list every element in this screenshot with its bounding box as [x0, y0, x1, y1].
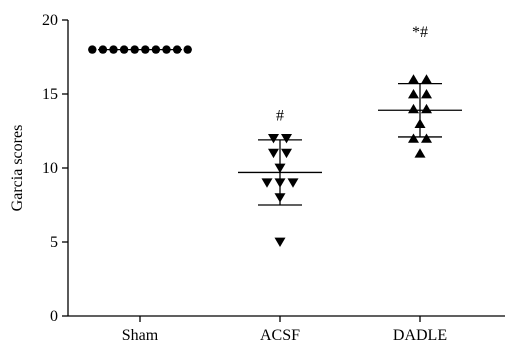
data-point — [274, 237, 286, 247]
data-point — [183, 45, 192, 54]
data-point — [421, 103, 432, 114]
data-point — [151, 45, 161, 54]
data-point — [421, 74, 432, 84]
data-point — [88, 45, 97, 54]
data-point — [281, 134, 292, 144]
data-point — [274, 193, 286, 203]
data-point — [408, 133, 419, 143]
data-point — [268, 134, 279, 144]
data-point — [408, 89, 419, 99]
axes — [67, 20, 505, 317]
data-point — [274, 178, 286, 188]
y-tick-label: 20 — [42, 12, 58, 29]
data-point — [172, 45, 182, 54]
data-point — [274, 163, 286, 173]
data-point — [287, 178, 299, 188]
group-sham — [88, 45, 192, 54]
y-tick-label: 0 — [50, 308, 58, 325]
y-axis-label: Garcia scores — [9, 125, 26, 212]
data-point — [261, 178, 273, 188]
data-point — [268, 148, 279, 159]
y-ticks: 0 5 10 15 20 — [42, 12, 68, 325]
x-ticks: Sham ACSF DADLE — [122, 316, 447, 344]
data-point — [98, 45, 108, 54]
data-point — [130, 45, 139, 54]
data-point — [421, 133, 432, 143]
y-tick-label: 15 — [42, 86, 58, 103]
data-point — [141, 45, 150, 54]
x-tick-label: DADLE — [393, 327, 447, 344]
x-tick-label: Sham — [122, 327, 159, 344]
data-point — [414, 118, 426, 128]
significance-annotation: # — [276, 107, 284, 124]
data-point — [281, 148, 292, 159]
data-point — [119, 45, 129, 54]
data-point — [162, 45, 171, 54]
data-point — [421, 89, 432, 99]
data-point — [408, 74, 419, 84]
data-point — [109, 45, 118, 54]
group-acsf: # — [238, 107, 322, 247]
y-tick-label: 5 — [50, 234, 58, 251]
x-tick-label: ACSF — [260, 327, 300, 344]
data-point — [408, 103, 419, 114]
data-point — [414, 148, 426, 158]
y-tick-label: 10 — [42, 160, 58, 177]
group-dadle: *# — [378, 24, 462, 158]
significance-annotation: *# — [412, 24, 428, 41]
data-groups: # *# — [88, 24, 462, 247]
